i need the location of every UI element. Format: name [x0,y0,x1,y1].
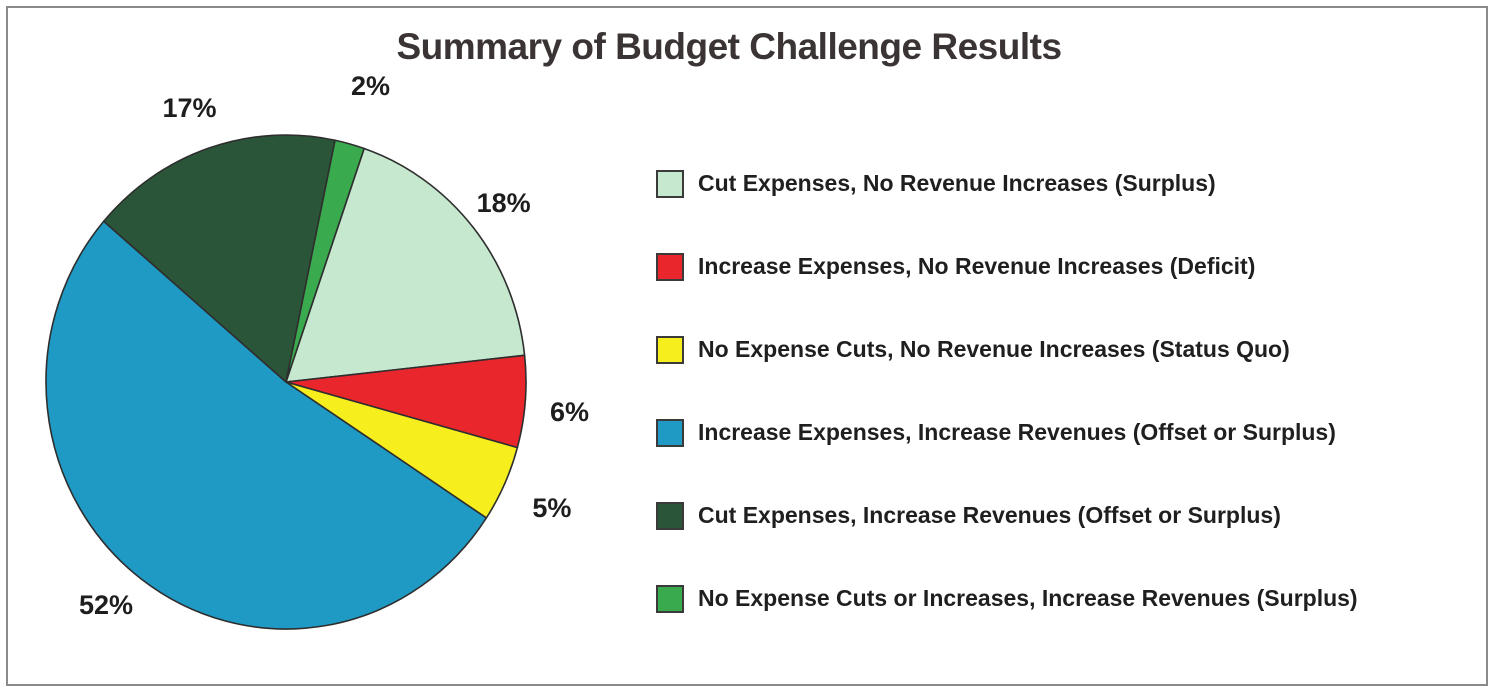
legend-label: No Expense Cuts, No Revenue Increases (S… [698,336,1290,362]
legend-item: No Expense Cuts or Increases, Increase R… [656,583,1358,666]
legend-label: Cut Expenses, No Revenue Increases (Surp… [698,170,1216,196]
legend-item: No Expense Cuts, No Revenue Increases (S… [656,334,1358,417]
pie-slice [102,134,336,383]
legend-swatch [656,502,684,530]
legend-label: Cut Expenses, Increase Revenues (Offset … [698,502,1281,528]
slice-percent-label: 6% [550,397,590,428]
slice-percent-label: 18% [476,187,531,218]
chart-title: Summary of Budget Challenge Results [396,26,1062,67]
slice-percent-label: 2% [350,70,390,101]
legend: Cut Expenses, No Revenue Increases (Surp… [656,168,1358,666]
legend-item: Cut Expenses, No Revenue Increases (Surp… [656,168,1358,251]
legend-label: Increase Expenses, Increase Revenues (Of… [698,419,1336,445]
legend-swatch [656,336,684,364]
legend-swatch [656,170,684,198]
legend-item: Cut Expenses, Increase Revenues (Offset … [656,500,1358,583]
pie-slice [285,147,526,383]
pie-slice [285,139,365,383]
legend-swatch [656,419,684,447]
legend-label: No Expense Cuts or Increases, Increase R… [698,585,1358,611]
slice-percent-label: 5% [532,492,572,523]
slice-percent-label: 17% [162,92,217,123]
legend-swatch [656,585,684,613]
legend-item: Increase Expenses, No Revenue Increases … [656,251,1358,334]
pie-slice [45,220,488,630]
slice-percent-label: 52% [79,589,134,620]
legend-label: Increase Expenses, No Revenue Increases … [698,253,1256,279]
legend-item: Increase Expenses, Increase Revenues (Of… [656,417,1358,500]
legend-swatch [656,253,684,281]
